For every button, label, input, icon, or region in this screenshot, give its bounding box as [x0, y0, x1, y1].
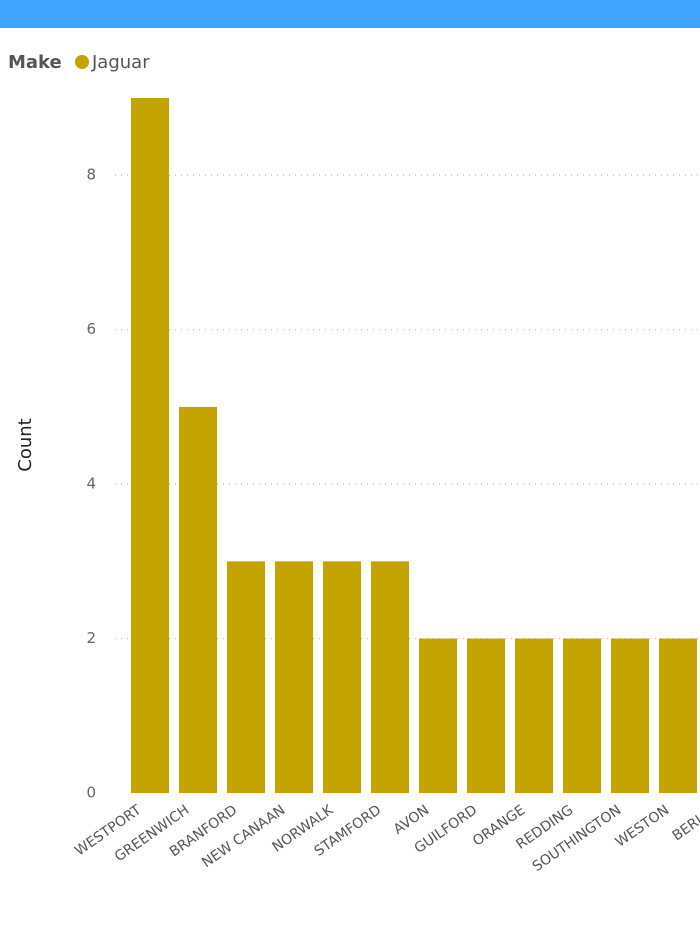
x-tick-label: BERLIN	[670, 802, 700, 844]
bar	[371, 561, 409, 793]
bar	[131, 98, 169, 793]
y-tick-label: 8	[86, 166, 96, 184]
bar	[227, 561, 265, 793]
bar	[563, 638, 601, 793]
bar	[467, 638, 505, 793]
x-tick-label: NEW CANAAN	[199, 802, 288, 871]
bar	[275, 561, 313, 793]
bar	[659, 638, 697, 793]
y-tick-label: 6	[86, 320, 96, 338]
legend-title: Make	[8, 52, 62, 73]
legend-marker	[75, 55, 89, 69]
legend-label: Jaguar	[91, 52, 150, 73]
x-tick-label: WESTON	[613, 802, 673, 850]
bar	[179, 406, 217, 793]
top-bar	[0, 0, 700, 28]
y-tick-label: 2	[86, 629, 96, 647]
bar	[515, 638, 553, 793]
y-tick-label: 0	[86, 784, 96, 802]
y-axis-title: Count	[15, 418, 36, 471]
bar	[611, 638, 649, 793]
y-tick-label: 4	[86, 475, 96, 493]
bar	[323, 561, 361, 793]
x-tick-label: SOUTHINGTON	[530, 802, 625, 875]
bar	[419, 638, 457, 793]
